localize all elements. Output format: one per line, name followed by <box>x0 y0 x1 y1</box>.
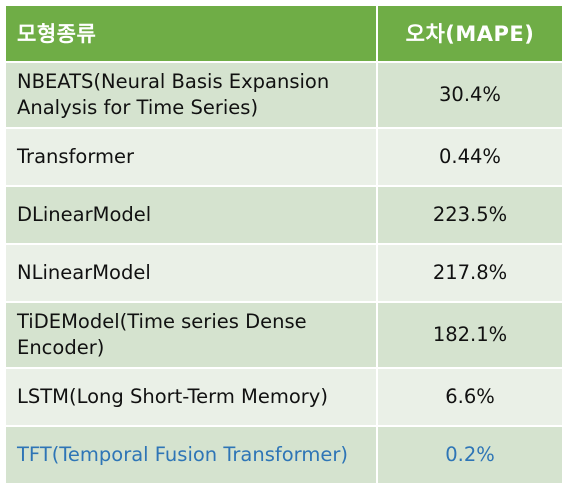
error-value: 182.1% <box>376 301 564 369</box>
table-row: Transformer 0.44% <box>4 127 564 187</box>
table-row-highlighted: TFT(Temporal Fusion Transformer) 0.2% <box>4 425 564 485</box>
model-cell: LSTM(Long Short-Term Memory) <box>4 367 378 427</box>
error-value: 0.2% <box>376 425 564 485</box>
model-cell: NLinearModel <box>4 243 378 303</box>
error-value: 217.8% <box>376 243 564 303</box>
error-value: 30.4% <box>376 61 564 129</box>
table-row: NBEATS(Neural Basis Expansion Analysis f… <box>4 61 564 129</box>
model-cell: Transformer <box>4 127 378 187</box>
error-value: 0.44% <box>376 127 564 187</box>
model-name-line2: Encoder) <box>17 336 105 359</box>
model-name-line1: TiDEModel(Time series Dense <box>17 310 307 333</box>
model-name-line2: Analysis for Time Series) <box>17 96 259 119</box>
table-row: NLinearModel 217.8% <box>4 243 564 303</box>
table-row: LSTM(Long Short-Term Memory) 6.6% <box>4 367 564 427</box>
header-error-mape: 오차(MAPE) <box>376 4 564 63</box>
table-row: DLinearModel 223.5% <box>4 185 564 245</box>
header-model-type: 모형종류 <box>4 4 378 63</box>
model-error-table: 모형종류 오차(MAPE) NBEATS(Neural Basis Expans… <box>4 4 564 485</box>
table-row: TiDEModel(Time series Dense Encoder) 182… <box>4 301 564 369</box>
error-value: 223.5% <box>376 185 564 245</box>
table-header-row: 모형종류 오차(MAPE) <box>4 4 564 63</box>
model-cell: DLinearModel <box>4 185 378 245</box>
model-cell: NBEATS(Neural Basis Expansion Analysis f… <box>4 61 378 129</box>
model-cell: TiDEModel(Time series Dense Encoder) <box>4 301 378 369</box>
model-name-line1: NBEATS(Neural Basis Expansion <box>17 70 330 93</box>
model-cell: TFT(Temporal Fusion Transformer) <box>4 425 378 485</box>
error-value: 6.6% <box>376 367 564 427</box>
